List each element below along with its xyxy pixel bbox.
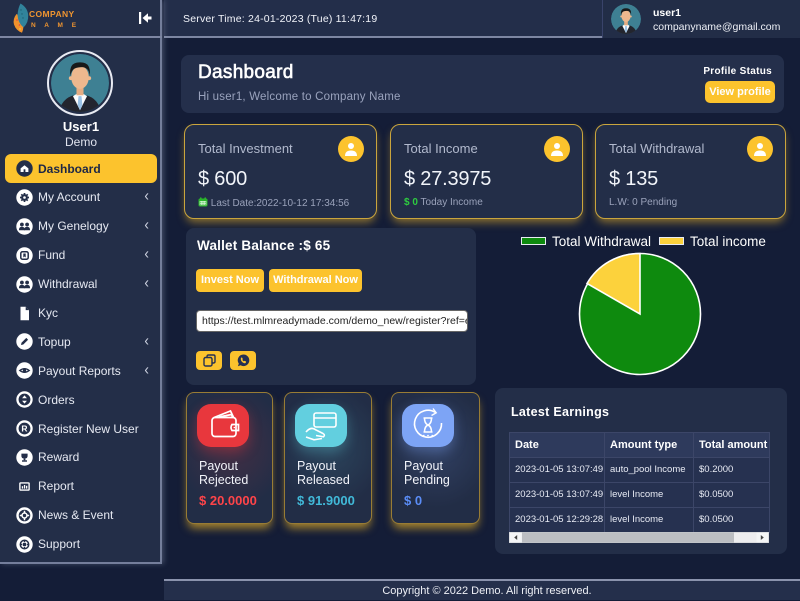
svg-text:R: R: [21, 424, 27, 434]
